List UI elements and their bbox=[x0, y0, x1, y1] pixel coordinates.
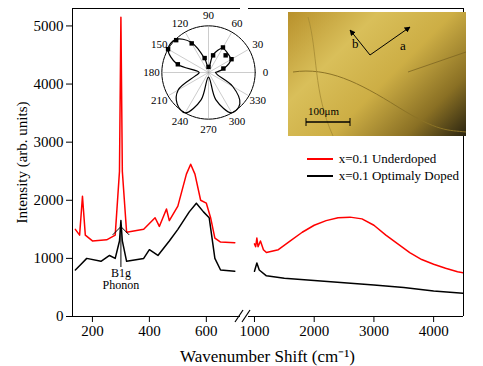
svg-text:30: 30 bbox=[252, 38, 264, 50]
svg-text:B1gPhonon: B1gPhonon bbox=[103, 266, 140, 292]
svg-text:b: b bbox=[352, 36, 359, 51]
svg-text:4000: 4000 bbox=[419, 323, 449, 339]
svg-text:270: 270 bbox=[200, 123, 217, 135]
html-text:x=0.1 Optimaly Doped: x=0.1 Optimaly Doped bbox=[338, 167, 459, 183]
svg-text:180: 180 bbox=[143, 66, 160, 78]
svg-text:240: 240 bbox=[172, 115, 189, 127]
svg-text:90: 90 bbox=[203, 9, 215, 21]
svg-text:4000: 4000 bbox=[34, 76, 64, 92]
svg-text:300: 300 bbox=[229, 115, 246, 127]
svg-text:60: 60 bbox=[231, 17, 243, 29]
svg-text:3000: 3000 bbox=[359, 323, 389, 339]
svg-text:200: 200 bbox=[81, 323, 104, 339]
svg-text:Intensity (arb. units): Intensity (arb. units) bbox=[14, 101, 31, 223]
svg-text:150: 150 bbox=[151, 38, 168, 50]
svg-text:1000: 1000 bbox=[239, 323, 269, 339]
svg-text:5000: 5000 bbox=[34, 18, 64, 34]
svg-text:600: 600 bbox=[195, 323, 218, 339]
svg-text:210: 210 bbox=[151, 94, 168, 106]
svg-text:2000: 2000 bbox=[299, 323, 329, 339]
svg-text:0: 0 bbox=[56, 308, 64, 324]
svg-text:0: 0 bbox=[263, 66, 269, 78]
svg-text:120: 120 bbox=[172, 17, 189, 29]
svg-text:1000: 1000 bbox=[34, 250, 64, 266]
svg-text:330: 330 bbox=[250, 94, 267, 106]
svg-text:400: 400 bbox=[138, 323, 161, 339]
svg-text:100μm: 100μm bbox=[308, 105, 339, 117]
svg-text:2000: 2000 bbox=[34, 192, 64, 208]
html-text:x=0.1 Underdoped: x=0.1 Underdoped bbox=[338, 150, 437, 166]
html-text:Wavenumber Shift (cm⁻¹): Wavenumber Shift (cm⁻¹) bbox=[180, 347, 355, 366]
svg-text:a: a bbox=[400, 38, 406, 53]
svg-text:3000: 3000 bbox=[34, 134, 64, 150]
